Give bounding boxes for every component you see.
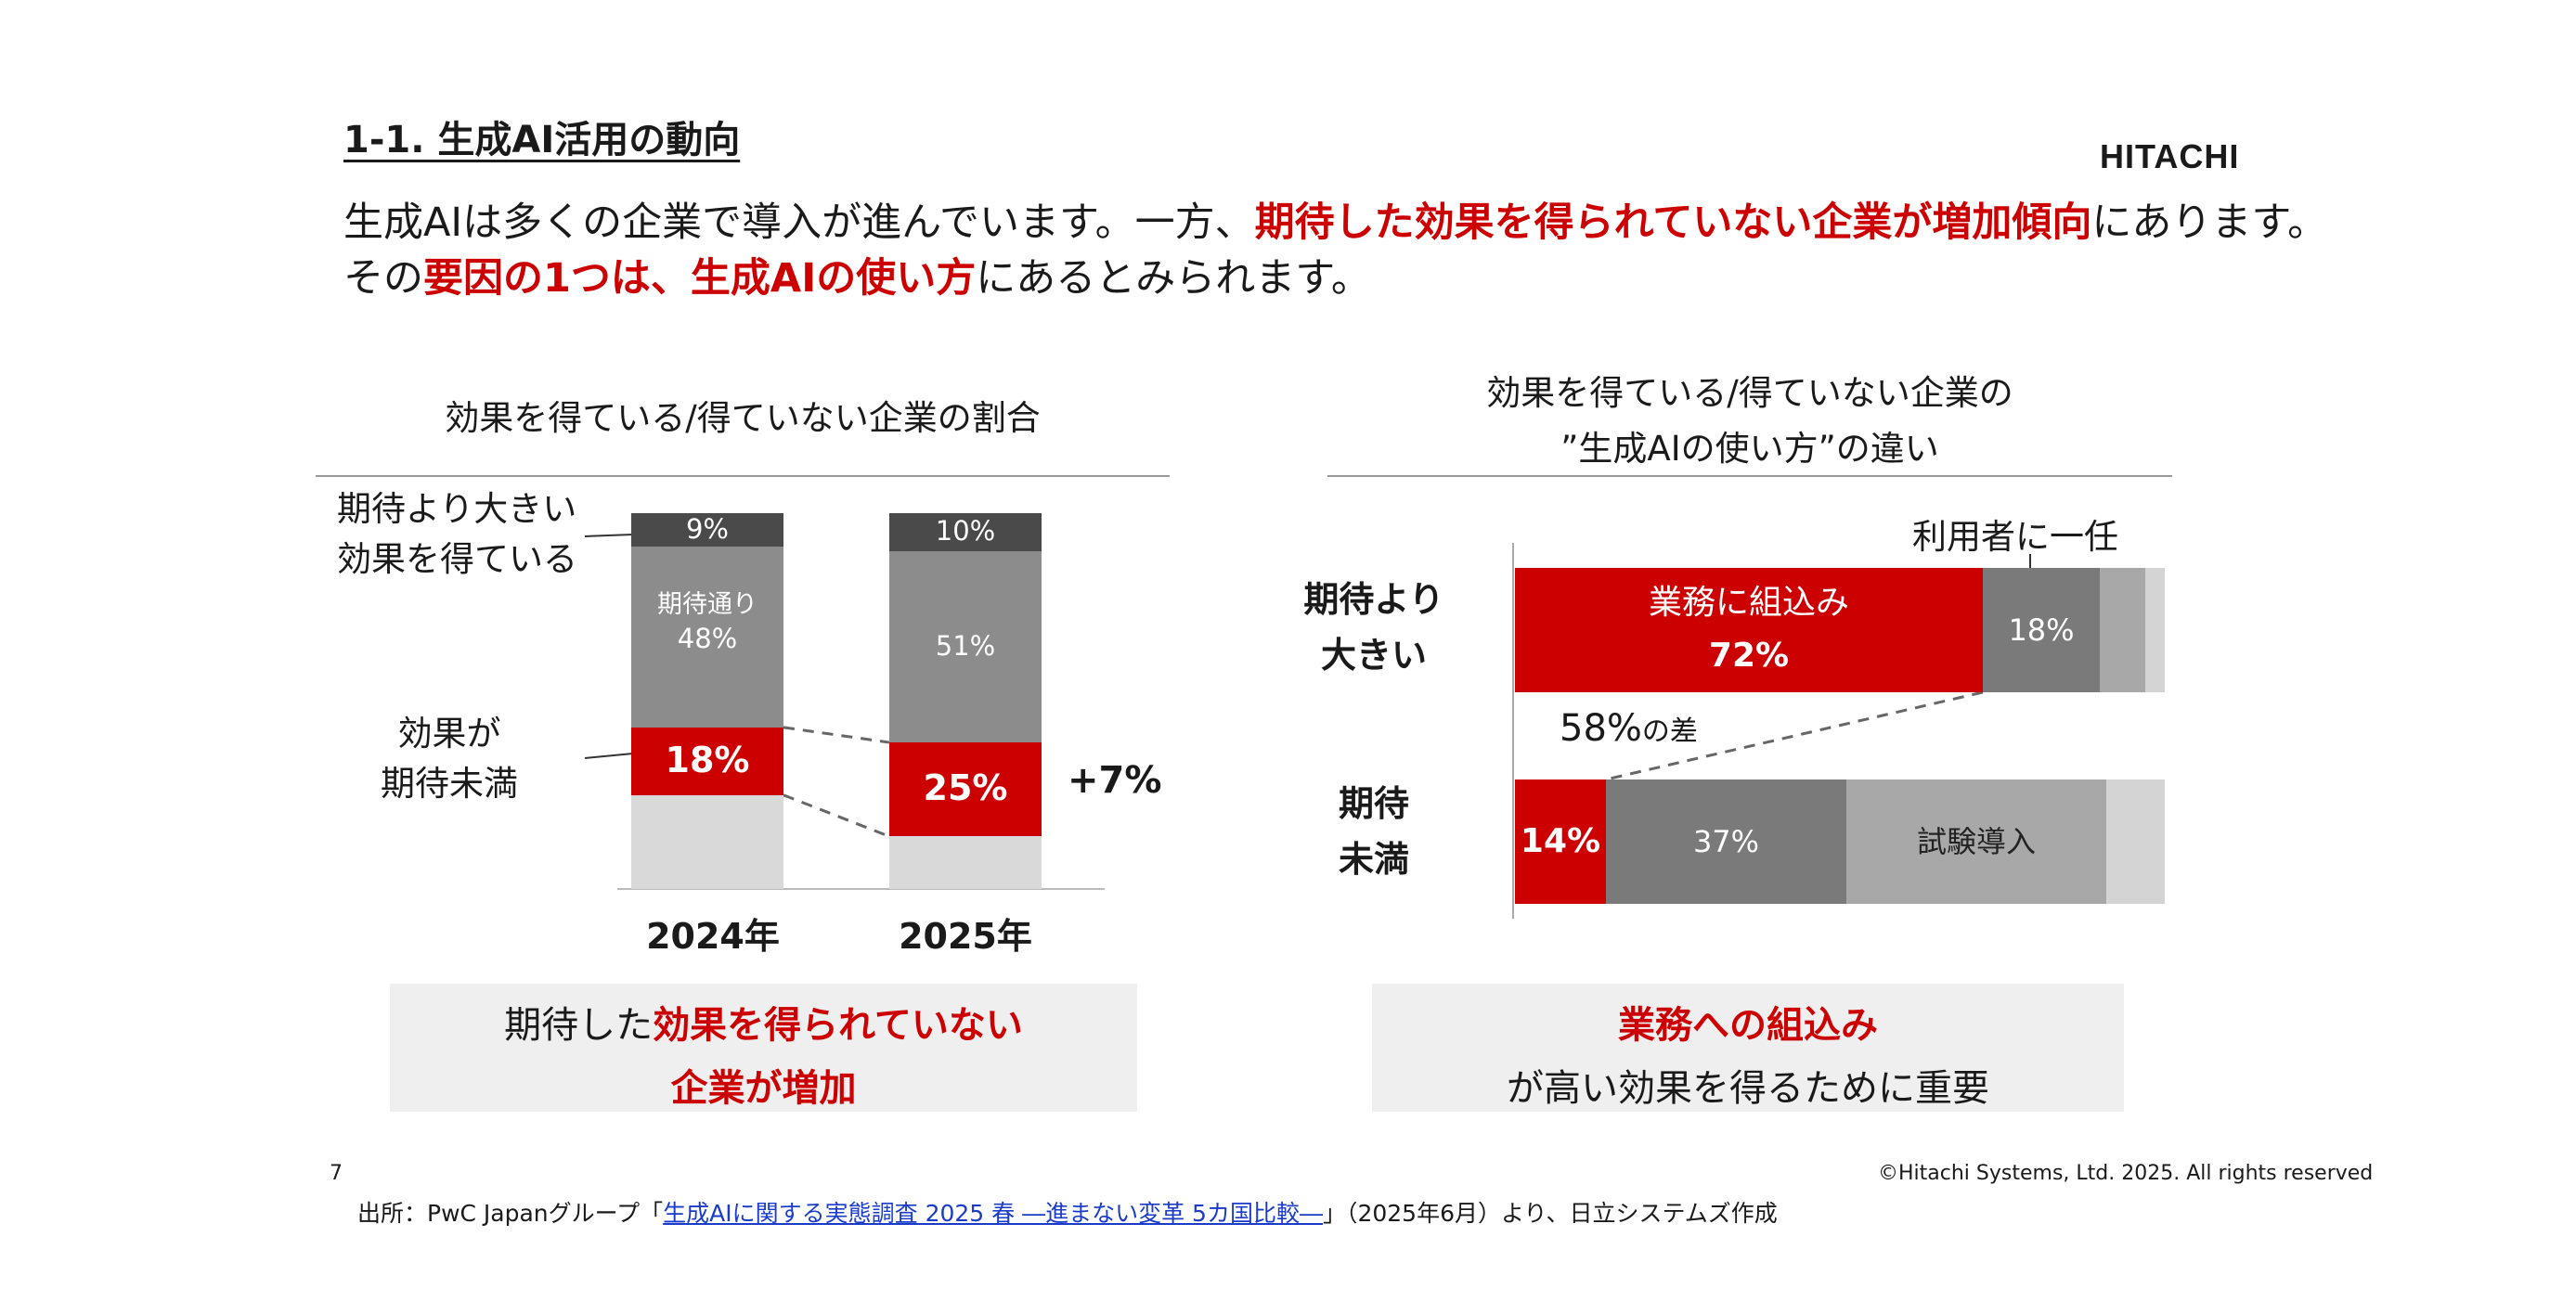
lead-highlight-2: 要因の1つは、生成AIの使い方 — [423, 255, 977, 302]
right-chart-divider — [1327, 475, 2172, 477]
hbar-segment-2-0 — [2100, 568, 2145, 692]
left-callout-box: 期待した効果を得られていない 企業が増加 — [390, 984, 1137, 1112]
right-chart-title-line-1: 効果を得ている/得ていない企業の — [1486, 373, 2013, 413]
difference-label: 58%の差 — [1560, 707, 1698, 750]
leader-line-above — [584, 534, 634, 537]
year-label-2024: 2024年 — [646, 916, 780, 957]
growth-label: +7% — [1068, 759, 1162, 802]
left-label-above-expectation: 期待より大きい 効果を得ている — [337, 489, 577, 579]
hbar-inner-label-trial: 試験導入 — [1916, 824, 2036, 859]
data-label-below-1: 25% — [923, 767, 1008, 809]
right-callout-box: 業務への組込み が高い効果を得るために重要 — [1372, 984, 2124, 1112]
bar-segment-below-0 — [631, 727, 783, 795]
data-label-as-expected-0: 48% — [677, 623, 738, 655]
data-label-as-expected-1: 51% — [935, 629, 996, 662]
slide-title: 1-1. 生成AI活用の動向 — [343, 119, 741, 161]
lead-highlight-1: 期待した効果を得られていない企業が増加傾向 — [1254, 200, 2092, 246]
category-label-below: 期待 未満 — [1338, 783, 1409, 880]
hbar-data-label-user-0: 18% — [2008, 612, 2075, 648]
right-callout-line-1: 業務への組込み — [1618, 1004, 1878, 1047]
right-chart-title-line-2: ”生成AIの使い方”の違い — [1560, 429, 1939, 469]
page-number: 7 — [330, 1162, 343, 1185]
difference-dash — [1605, 690, 1984, 781]
hbar-segment-0-1 — [1515, 779, 1606, 904]
left-chart-divider — [316, 475, 1170, 477]
hbar-segment-1-1 — [1606, 779, 1846, 904]
hbar-data-label-integrated-1: 14% — [1520, 822, 1601, 860]
data-label-above-0: 9% — [685, 513, 729, 546]
bar-segment-above-0 — [631, 513, 783, 548]
bar-segment-remainder-1 — [889, 836, 1042, 889]
hbar-data-label-integrated-0: 72% — [1708, 637, 1790, 675]
label-user-delegated: 利用者に一任 — [1912, 517, 2118, 557]
bar-segment-below-1 — [889, 742, 1042, 837]
inner-label-as-expected: 期待通り — [657, 590, 757, 620]
hbar-inner-label-integrated: 業務に組込み — [1648, 584, 1849, 622]
hitachi-logo: HITACHI — [2100, 137, 2240, 175]
right-callout-line-2: が高い効果を得るために重要 — [1507, 1067, 1989, 1110]
copyright: ©Hitachi Systems, Ltd. 2025. All rights … — [1878, 1162, 2374, 1185]
source-link[interactable]: 生成AIに関する実態調査 2025 春 ―進まない変革 5カ国比較― — [663, 1200, 1323, 1227]
lead-text-line-2: その要因の1つは、生成AIの使い方にあるとみられます。 — [343, 255, 1371, 302]
year-label-2025: 2025年 — [899, 916, 1032, 957]
data-label-above-1: 10% — [935, 515, 996, 548]
category-label-above: 期待より 大きい — [1303, 579, 1444, 676]
left-callout-line-2: 企業が増加 — [670, 1067, 857, 1110]
hbar-segment-0-0 — [1515, 568, 1983, 692]
hbar-segment-2-1 — [1846, 779, 2106, 904]
hbar-segment-remainder-0 — [2145, 568, 2165, 692]
hbar-segment-remainder-1 — [2106, 779, 2165, 904]
growth-dash-top — [783, 726, 890, 744]
bar-segment-above-1 — [889, 513, 1042, 551]
left-callout-line-1: 期待した効果を得られていない — [504, 1004, 1023, 1047]
source-citation: 出所：PwC Japanグループ「生成AIに関する実態調査 2025 春 ―進ま… — [357, 1200, 1778, 1227]
hbar-data-label-user-1: 37% — [1692, 824, 1760, 859]
leader-line-below — [584, 753, 634, 759]
hbar-segment-1-0 — [1983, 568, 2100, 692]
lead-text-line-1: 生成AIは多くの企業で導入が進んでいます。一方、期待した効果を得られていない企業… — [343, 200, 2328, 246]
bar-segment-as-expected-0 — [631, 547, 783, 728]
bar-segment-remainder-0 — [631, 794, 783, 889]
data-label-below-0: 18% — [665, 739, 750, 780]
left-label-below-expectation: 効果が 期待未満 — [381, 714, 518, 804]
bar-segment-as-expected-1 — [889, 550, 1042, 743]
left-chart-title: 効果を得ている/得ていない企業の割合 — [445, 398, 1041, 438]
